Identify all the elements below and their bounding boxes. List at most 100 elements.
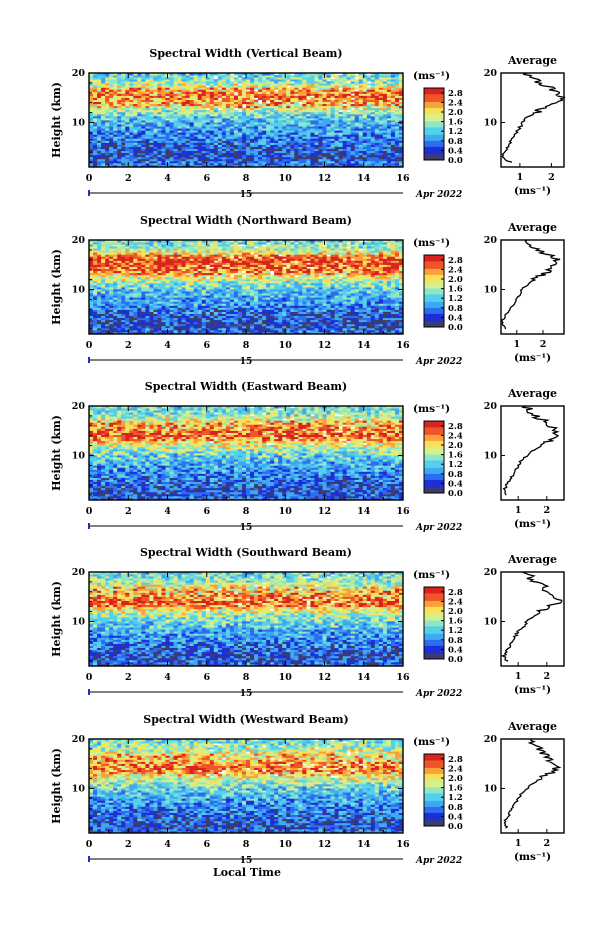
y-tick-label: 20 [72,401,86,412]
x-tick-label: 4 [164,173,171,184]
colorbar-tick-label: 2.8 [448,422,463,432]
x-tick-label: 12 [318,340,331,351]
x-tick-label: 4 [164,839,171,850]
average-y-tick-label: 10 [484,783,498,794]
colorbar-tick-label: 2.4 [448,431,463,441]
colorbar-tick-label: 0.4 [448,146,463,156]
average-y-tick-label: 20 [484,567,498,578]
average-x-tick-label: 2 [540,339,547,350]
average-frame [500,405,565,501]
x-tick-label: 2 [125,173,132,184]
average-unit: (ms⁻¹) [514,851,551,863]
x-tick-label: 2 [125,340,132,351]
y-tick-label: 20 [72,734,86,745]
average-x-tick-label: 1 [515,505,522,516]
colorbar [423,753,445,827]
average-y-tick-label: 20 [484,734,498,745]
average-unit: (ms⁻¹) [514,352,551,364]
average-x-tick-label: 2 [544,838,551,849]
colorbar-tick-label: 0.0 [448,489,463,499]
colorbar-tick-label: 2.0 [448,108,463,118]
colorbar-unit: (ms⁻¹) [413,237,450,249]
colorbar-tick-label: 0.0 [448,655,463,665]
x-tick-label: 6 [203,340,210,351]
colorbar-tick-label: 0.4 [448,812,463,822]
y-tick-label: 10 [72,284,86,295]
average-frame [500,738,565,834]
y-tick-label: 10 [72,117,86,128]
average-panel: Average 1 2 10 20 (ms⁻¹) [484,54,566,197]
average-x-tick-label: 1 [515,671,522,682]
x-tick-label: 12 [318,173,331,184]
x-tick-label: 8 [243,506,250,517]
colorbar-tick-label: 1.2 [448,127,463,137]
y-axis-label: Height (km) [50,249,63,325]
beam-panel: Spectral Width (Westward Beam)0 2 4 6 8 10 12 1… [50,713,565,866]
panel-title: Spectral Width (Southward Beam) [140,546,352,559]
x-tick-label: 14 [357,340,371,351]
average-frame [500,72,565,168]
x-tick-label: 2 [125,839,132,850]
average-y-tick-label: 20 [484,401,498,412]
average-frame [500,239,565,335]
day-label: 15 [240,190,253,200]
colorbar-tick-label: 0.0 [448,323,463,333]
y-tick-label: 20 [72,68,86,79]
x-tick-label: 12 [318,672,331,683]
average-x-tick-label: 2 [544,671,551,682]
average-unit: (ms⁻¹) [514,518,551,530]
average-x-tick-label: 2 [548,172,555,183]
x-tick-label: 14 [357,173,371,184]
colorbar-tick-label: 1.6 [448,285,463,295]
average-x-tick-label: 1 [517,172,524,183]
x-tick-label: 0 [86,839,93,850]
beam-panel: Spectral Width (Eastward Beam)0 2 4 6 8 10 12 1… [50,380,565,533]
date-label: Apr 2022 [415,689,462,699]
average-profile-line [502,405,560,496]
average-profile-line [503,738,562,829]
average-title: Average [507,54,557,67]
colorbar-unit: (ms⁻¹) [413,70,450,82]
colorbar-tick-label: 0.8 [448,304,463,314]
colorbar-tick-label: 0.4 [448,313,463,323]
heatmap-cells [89,240,404,335]
x-tick-label: 10 [279,340,293,351]
x-tick-label: 16 [396,173,410,184]
y-tick-label: 10 [72,616,86,627]
beam-panel: Spectral Width (Northward Beam)0 2 4 6 8 10 12… [50,214,565,367]
average-title: Average [507,553,557,566]
average-x-tick-label: 1 [515,838,522,849]
y-tick-label: 10 [72,783,86,794]
y-axis-label: Height (km) [50,82,63,158]
x-tick-label: 8 [243,173,250,184]
colorbar-tick-label: 0.8 [448,636,463,646]
colorbar-tick-label: 0.8 [448,137,463,147]
average-y-tick-label: 10 [484,117,498,128]
beam-panel: Spectral Width (Vertical Beam)0 2 4 6 8 10 12 1… [50,47,566,200]
x-tick-label: 8 [243,340,250,351]
heatmap-cells [89,739,404,834]
heatmap-cells [89,406,404,501]
colorbar [423,420,445,494]
y-axis-label: Height (km) [50,748,63,824]
date-label: Apr 2022 [415,856,462,866]
colorbar-tick-label: 0.4 [448,479,463,489]
average-unit: (ms⁻¹) [514,684,551,696]
average-frame [500,571,565,667]
colorbar-tick-label: 2.8 [448,755,463,765]
average-profile-line [501,239,561,330]
heatmap-cells [89,572,404,667]
x-tick-label: 2 [125,506,132,517]
colorbar-tick-label: 1.6 [448,784,463,794]
x-tick-label: 12 [318,839,331,850]
x-tick-label: 6 [203,672,210,683]
panel-title: Spectral Width (Northward Beam) [140,214,352,227]
colorbar-tick-label: 2.8 [448,588,463,598]
colorbar-tick-label: 1.6 [448,451,463,461]
x-tick-label: 16 [396,340,410,351]
colorbar-tick-label: 0.0 [448,156,463,166]
x-tick-label: 6 [203,173,210,184]
x-tick-label: 12 [318,506,331,517]
colorbar-tick-label: 1.2 [448,294,463,304]
x-tick-label: 10 [279,506,293,517]
